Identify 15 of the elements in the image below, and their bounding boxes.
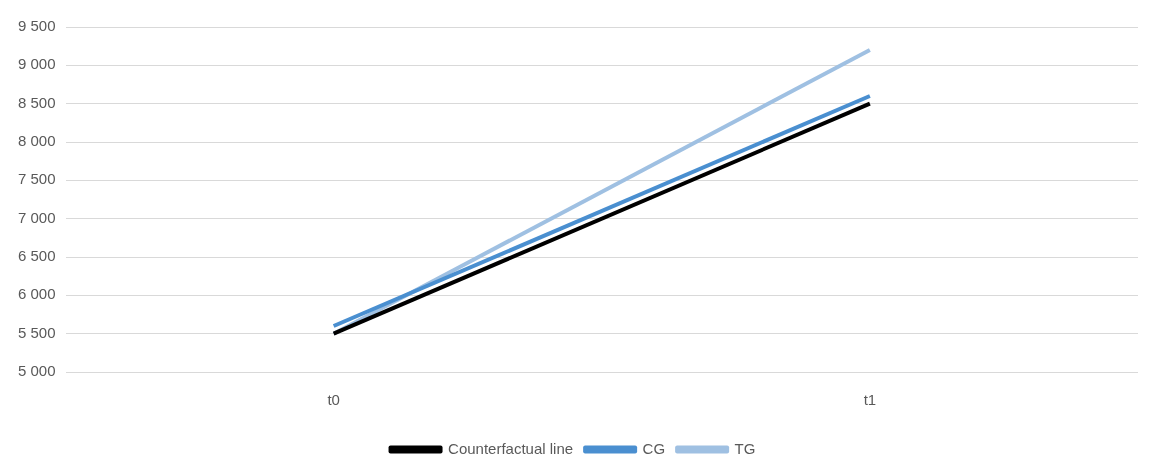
- y-tick-label: 7 000: [17, 208, 56, 226]
- y-tick-label: 8 000: [17, 132, 56, 150]
- legend-label: Counterfactual line: [448, 439, 574, 457]
- legend-label: CG: [642, 439, 666, 457]
- y-tick-label: 8 500: [17, 93, 56, 111]
- y-tick-label: 5 000: [17, 362, 56, 380]
- y-tick-label: 6 500: [17, 247, 56, 265]
- y-tick-label: 9 500: [17, 17, 56, 35]
- x-tick-label: t1: [863, 391, 877, 409]
- legend-label: TG: [734, 439, 756, 457]
- y-tick-label: 6 000: [17, 285, 56, 303]
- y-tick-label: 5 500: [17, 323, 56, 341]
- y-tick-label: 7 500: [17, 170, 56, 188]
- y-tick-label: 9 000: [17, 55, 56, 73]
- x-tick-label: t0: [327, 391, 340, 409]
